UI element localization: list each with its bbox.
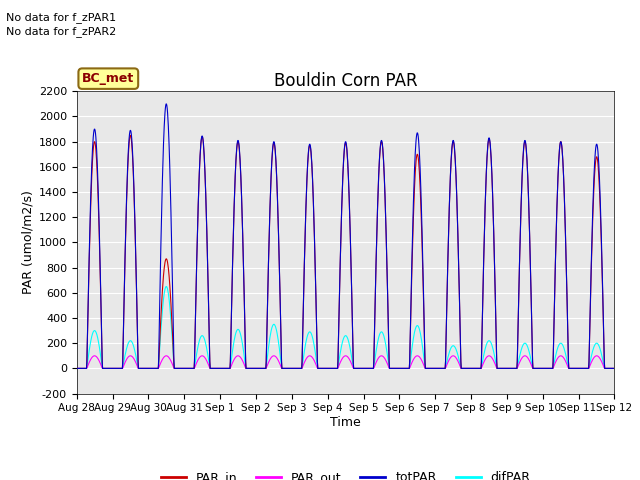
X-axis label: Time: Time [330,416,361,429]
Text: BC_met: BC_met [82,72,134,85]
Title: Bouldin Corn PAR: Bouldin Corn PAR [274,72,417,90]
Y-axis label: PAR (umol/m2/s): PAR (umol/m2/s) [22,191,35,294]
Text: No data for f_zPAR1: No data for f_zPAR1 [6,12,116,23]
Legend: PAR_in, PAR_out, totPAR, difPAR: PAR_in, PAR_out, totPAR, difPAR [156,467,536,480]
Text: No data for f_zPAR2: No data for f_zPAR2 [6,26,116,37]
